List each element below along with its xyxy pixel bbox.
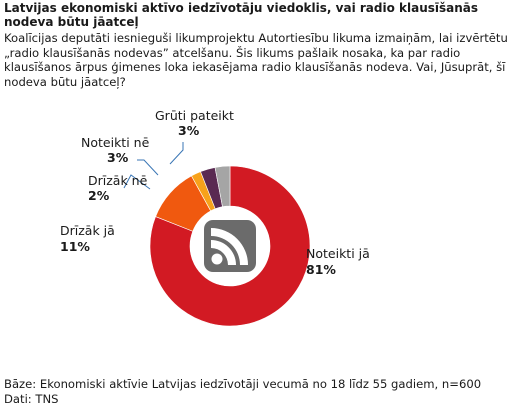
leader-line-noteikti-ne <box>137 159 159 176</box>
slice-value-gruti-pateikt: 3% <box>178 123 200 138</box>
footer-base: Bāze: Ekonomiski aktīvie Latvijas iedzīv… <box>4 377 482 391</box>
rss-feed-icon <box>204 220 256 272</box>
slice-label-drizak-ne: Drīzāk nē <box>88 173 148 188</box>
leader-line-gruti-pateikt <box>169 142 184 165</box>
chart-title: Latvijas ekonomiski aktīvo iedzīvotāju v… <box>4 1 479 29</box>
chart-subtitle: Koalīcijas deputāti iesnieguši likumproj… <box>4 31 508 89</box>
slice-value-drizak-ne: 2% <box>88 188 110 203</box>
slice-value-drizak-ja: 11% <box>60 239 90 254</box>
slice-label-noteikti-ne: Noteikti nē <box>81 135 150 150</box>
slice-label-drizak-ja: Drīzāk jā <box>60 223 115 238</box>
leader-line-drizak-ne <box>123 174 151 190</box>
slice-label-gruti-pateikt: Grūti pateikt <box>155 108 234 123</box>
footer-source: Dati: TNS <box>4 392 59 406</box>
slice-value-noteikti-ja: 81% <box>306 262 336 277</box>
slice-value-noteikti-ne: 3% <box>107 150 129 165</box>
slice-label-noteikti-ja: Noteikti jā <box>306 246 370 261</box>
